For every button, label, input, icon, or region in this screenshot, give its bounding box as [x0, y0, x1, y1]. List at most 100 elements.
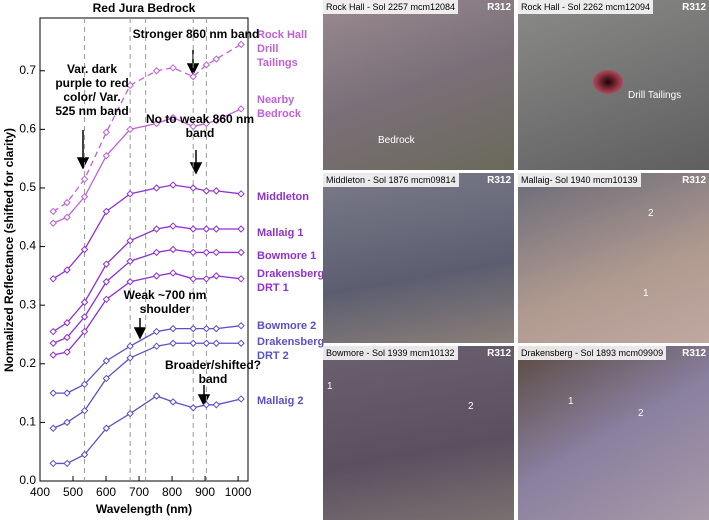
data-point [102, 152, 111, 160]
x-tick-label: 400 [30, 485, 50, 499]
panel-note: 2 [648, 208, 654, 219]
chart-title: Red Jura Bedrock [93, 1, 196, 15]
data-point [49, 339, 57, 347]
panel-tag: R312 [487, 348, 511, 359]
data-point [237, 105, 245, 113]
data-point [152, 392, 161, 400]
panel-tag: R312 [682, 175, 706, 186]
data-point [63, 459, 71, 468]
annotation: Weak ~700 nm shoulder [123, 288, 207, 316]
panel-note: Bedrock [378, 135, 415, 146]
data-point [102, 260, 111, 268]
data-point [237, 339, 245, 347]
data-point [102, 357, 111, 365]
data-point [126, 125, 134, 134]
data-point [237, 321, 245, 330]
panel-title: Middleton - Sol 1876 mcm09814 [323, 173, 459, 187]
data-point [63, 319, 71, 327]
data-point [63, 418, 71, 427]
y-tick-label: 0.7 [19, 63, 36, 77]
x-tick-label: 900 [195, 485, 215, 499]
data-point [212, 401, 221, 409]
legend-label: Nearby Bedrock [257, 94, 302, 120]
data-point [126, 81, 134, 90]
annotation: Stronger 860 nm band [132, 27, 260, 41]
data-point [102, 278, 111, 286]
data-point [126, 354, 134, 362]
y-tick-label: 0.0 [19, 473, 36, 487]
data-point [102, 374, 111, 383]
annotation: Var. dark purple to red color/ Var. 525 … [55, 62, 129, 118]
image-panel: Rock Hall - Sol 2257 mcm12084 R312 Bedrock [323, 0, 514, 170]
data-point [126, 237, 134, 245]
data-point [212, 187, 221, 195]
panel-tag: R312 [487, 2, 511, 13]
data-point [237, 190, 245, 198]
legend-label: Middleton [257, 191, 309, 203]
data-point [126, 190, 134, 198]
data-point [102, 207, 111, 216]
chart: Red Jura Bedrock Wavelength (nm) Normali… [2, 1, 252, 516]
data-point [212, 339, 221, 347]
data-point [49, 351, 57, 359]
data-point [202, 225, 211, 233]
data-point [152, 248, 161, 257]
y-tick-label: 0.4 [19, 239, 36, 253]
data-point [80, 298, 89, 306]
data-point [152, 225, 161, 233]
data-point [49, 275, 57, 283]
data-point [80, 313, 89, 321]
y-tick-label: 0.1 [19, 415, 36, 429]
data-point [189, 248, 197, 257]
data-point [189, 72, 197, 81]
data-point [80, 193, 89, 201]
panel-tag: R312 [682, 2, 706, 13]
data-point [189, 324, 197, 333]
legend-label: Drakensberg DRT 2 [257, 336, 325, 362]
image-panel: Middleton - Sol 1876 mcm09814 R312 [323, 173, 514, 343]
panel-title: Rock Hall - Sol 2257 mcm12084 [323, 0, 459, 14]
panel-note: 2 [638, 408, 644, 419]
panel-title: Mallaig- Sol 1940 mcm10139 [518, 173, 641, 187]
data-point [49, 327, 57, 336]
data-point [63, 266, 71, 274]
data-point [80, 175, 89, 183]
data-point [169, 113, 177, 122]
data-point [49, 389, 57, 397]
y-tick-label: 0.5 [19, 180, 36, 194]
data-point [189, 339, 197, 347]
data-point [189, 225, 197, 233]
data-point [80, 245, 89, 254]
data-point [169, 339, 177, 347]
panel-tag: R312 [487, 175, 511, 186]
data-point [169, 181, 177, 189]
panel-title: Bowmore - Sol 1939 mcm10132 [323, 346, 458, 360]
data-point [202, 275, 211, 283]
data-point [63, 198, 71, 207]
data-point [169, 398, 177, 406]
x-axis-label: Wavelength (nm) [96, 502, 192, 516]
panel-note: 2 [468, 401, 474, 412]
data-point [237, 40, 245, 49]
data-point [63, 333, 71, 342]
data-point [80, 450, 89, 459]
x-tick-label: 800 [162, 485, 182, 499]
data-point [102, 295, 111, 304]
legend-label: Mallaig 1 [257, 227, 304, 239]
data-point [80, 380, 89, 389]
series-line [53, 395, 242, 465]
data-point [189, 275, 197, 283]
data-point [80, 327, 89, 336]
image-panel: Drakensberg - Sol 1893 mcm09909 R312 1 2 [518, 346, 709, 520]
panel-note: 1 [643, 288, 649, 299]
legend-label: Bowmore 2 [257, 320, 317, 332]
image-panel: Rock Hall - Sol 2262 mcm12094 R312 Drill T… [518, 0, 709, 170]
data-point [237, 275, 245, 283]
y-tick-label: 0.3 [19, 297, 36, 311]
data-point [102, 424, 111, 432]
data-point [49, 424, 57, 432]
data-point [49, 219, 57, 227]
y-axis-label: Normalized Reflectance (shifted for clar… [2, 128, 16, 372]
data-point [126, 257, 134, 265]
